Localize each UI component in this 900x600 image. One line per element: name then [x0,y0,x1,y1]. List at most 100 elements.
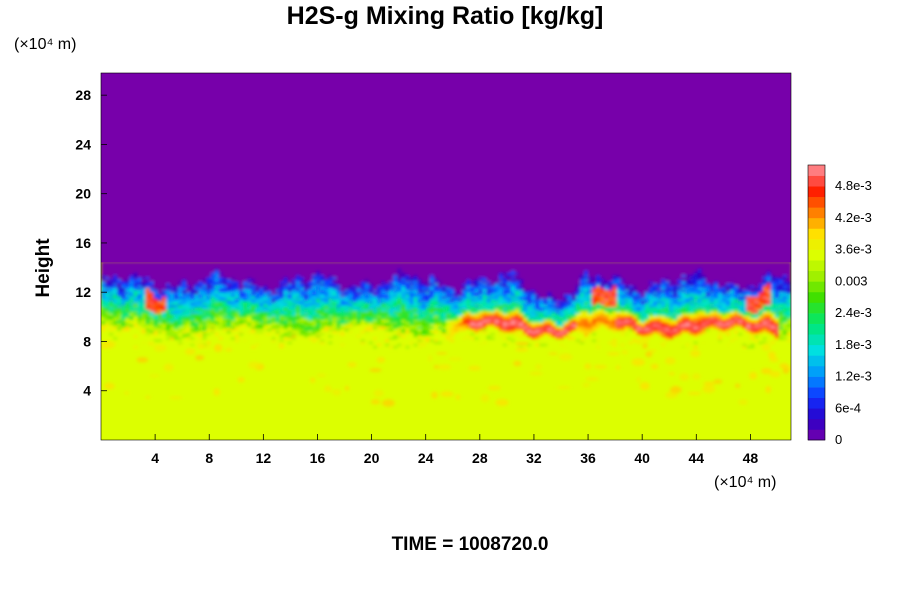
heatmap-cell [352,274,358,278]
heatmap-cell [287,265,293,269]
heatmap-cell [161,278,167,282]
heatmap-cell [600,272,605,275]
heatmap-cell [409,334,415,338]
heatmap-cell [462,285,467,288]
heatmap-cell [413,298,419,301]
heatmap-cell [129,311,135,314]
heatmap-cell [494,282,500,286]
heatmap-cell [571,302,577,306]
heatmap-cell [356,282,362,286]
heatmap-cell [490,306,496,310]
heatmap-cell [454,304,459,308]
heatmap-cell [141,261,147,265]
heatmap-cell [600,278,605,282]
heatmap-cell [263,298,269,301]
heatmap-cell [510,287,516,291]
heatmap-cell [592,315,597,319]
heatmap-cell [588,276,593,280]
heatmap-cell [421,274,427,278]
heatmap-cell [596,274,601,278]
heatmap-cell [393,311,398,314]
heatmap-cell [535,287,540,291]
heatmap-cell [137,339,143,342]
heatmap-cell [474,315,480,319]
heatmap-cell [389,336,394,340]
heatmap-cell [397,311,402,314]
heatmap-cell [275,272,281,275]
heatmap-cell [490,319,496,323]
heatmap-cell [506,332,512,336]
heatmap-cell [149,302,155,306]
heatmap-cell [344,343,350,347]
heatmap-cell [482,323,488,327]
heatmap-cell [279,291,285,295]
heatmap-cell [210,261,216,265]
heatmap-cell [543,280,549,284]
heatmap-cell [559,302,565,306]
heatmap-cell [141,295,147,299]
heatmap-cell [218,300,224,303]
heatmap-cell [360,308,366,312]
heatmap-cell [218,311,224,314]
heatmap-cell [421,345,427,349]
heatmap-cell [486,343,492,347]
heatmap-cell [510,334,516,338]
heatmap-cell [543,306,549,310]
heatmap-cell [401,272,407,275]
heatmap-cell [275,326,281,329]
heatmap-cell [555,326,561,329]
heatmap-cell [506,278,512,282]
heatmap-cell [531,304,536,308]
heatmap-cell [356,319,362,323]
heatmap-cell [575,311,581,314]
heatmap-cell [381,315,386,319]
heatmap-cell [567,308,573,312]
heatmap-cell [226,332,232,336]
heatmap-cell [308,282,313,286]
heatmap-cell [332,302,338,306]
heatmap-cell [506,267,512,271]
heatmap-cell [324,293,329,297]
heatmap-cell [425,315,431,319]
heatmap-cell [198,298,204,301]
heatmap-cell [259,287,264,291]
heatmap-cell [377,282,382,286]
heatmap-cell [263,321,269,325]
heatmap-cell [600,270,605,273]
heatmap-cell [584,311,589,314]
heatmap-cell [409,308,415,312]
heatmap-cell [588,308,593,312]
heatmap-cell [129,300,135,303]
heatmap-cell [287,332,293,336]
heatmap-cell [348,265,354,269]
heatmap-cell [218,319,224,323]
heatmap-cell [247,343,252,347]
heatmap-cell [186,345,191,349]
heatmap-cell [506,298,512,301]
heatmap-cell [454,267,459,271]
heatmap-cell [214,263,220,267]
heatmap-cell [563,306,569,310]
heatmap-cell [596,323,601,327]
heatmap-cell [113,285,118,288]
heatmap-cell [535,319,540,323]
heatmap-cell [283,282,289,286]
heatmap-cell [555,345,561,349]
heatmap-cell [498,334,504,338]
heatmap-cell [129,282,135,286]
heatmap-cell [194,274,200,278]
heatmap-cell [604,276,609,280]
heatmap-cell [381,267,386,271]
heatmap-cell [275,304,281,308]
heatmap-cell [531,302,536,306]
heatmap-cell [433,326,439,329]
heatmap-cell [413,334,419,338]
heatmap-cell [588,300,593,303]
heatmap-cell [165,311,171,314]
heatmap-cell [401,304,407,308]
heatmap-cell [202,287,208,291]
heatmap-cell [535,334,540,338]
heatmap-cell [377,311,382,314]
heatmap-cell [129,313,135,316]
heatmap-cell [567,315,573,319]
